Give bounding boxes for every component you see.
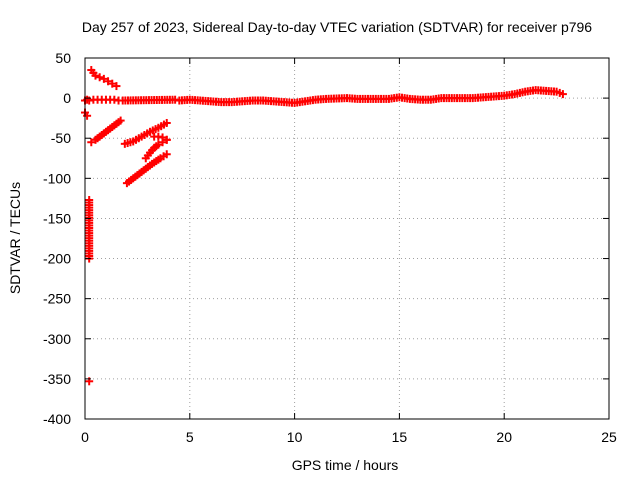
y-tick-label: -250 (43, 291, 71, 307)
data-point (158, 133, 167, 142)
y-tick-label: -400 (43, 411, 71, 427)
data-point (162, 150, 171, 159)
x-tick-label: 0 (81, 429, 89, 445)
data-point (112, 82, 121, 91)
data-point (95, 73, 104, 82)
data-point (104, 77, 113, 86)
x-tick-label: 15 (392, 429, 408, 445)
y-tick-label: 0 (63, 90, 71, 106)
data-point (162, 118, 171, 127)
y-tick-label: 50 (55, 50, 71, 66)
y-tick-label: -350 (43, 371, 71, 387)
x-tick-label: 20 (496, 429, 512, 445)
y-tick-label: -300 (43, 331, 71, 347)
data-point (108, 79, 117, 88)
y-tick-label: -200 (43, 251, 71, 267)
plot-frame (84, 57, 610, 420)
data-point (91, 71, 100, 80)
x-tick-label: 10 (287, 429, 303, 445)
chart-title: Day 257 of 2023, Sidereal Day-to-day VTE… (82, 19, 592, 35)
x-axis-label: GPS time / hours (292, 457, 399, 473)
data-point (116, 116, 125, 125)
data-point (558, 90, 567, 99)
x-tick-label: 25 (601, 429, 617, 445)
y-tick-label: -150 (43, 210, 71, 226)
x-tick-label: 5 (186, 429, 194, 445)
y-tick-label: -100 (43, 170, 71, 186)
axes: 0 5 10 15 20 25 50 0 -50 -100 -150 -200 -250 -300 -350… (43, 50, 617, 445)
data-points (81, 66, 567, 386)
grid (85, 58, 609, 419)
y-axis-label: SDTVAR / TECUs (7, 182, 23, 294)
data-point (162, 135, 171, 144)
data-point (154, 140, 163, 149)
y-tick-label: -50 (51, 130, 71, 146)
data-point (87, 138, 96, 147)
data-point (99, 74, 108, 83)
data-point (83, 111, 92, 120)
